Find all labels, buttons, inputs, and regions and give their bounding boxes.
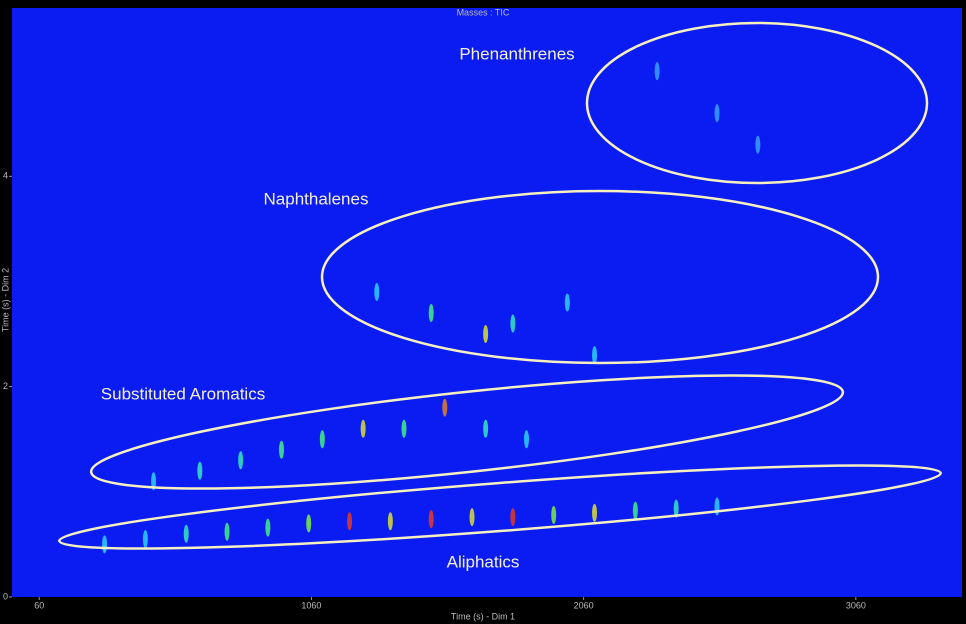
spot — [347, 512, 352, 530]
spot — [755, 136, 760, 154]
page: {"chart_data": {"type": "scatter", "titl… — [0, 0, 966, 624]
chart-title: Masses : TIC — [457, 7, 510, 17]
spot — [551, 506, 556, 524]
spot — [715, 498, 720, 516]
spot — [401, 420, 406, 438]
x-tick-label: 60 — [34, 600, 44, 610]
spot — [388, 512, 393, 530]
region-label: Phenanthrenes — [459, 44, 574, 63]
x-tick-label: 1060 — [301, 600, 321, 610]
spot — [429, 304, 434, 322]
y-tick-label: 0 — [3, 591, 8, 601]
spot — [510, 315, 515, 333]
x-tick-label: 3060 — [846, 600, 866, 610]
spot — [320, 430, 325, 448]
spot — [633, 502, 638, 520]
y-tick-label: 2 — [3, 381, 8, 391]
spot — [524, 430, 529, 448]
spot — [565, 294, 570, 312]
spot — [483, 420, 488, 438]
spot — [279, 441, 284, 459]
region-label: Aliphatics — [447, 552, 520, 571]
spot — [510, 508, 515, 526]
spot — [483, 325, 488, 343]
spot — [102, 535, 107, 553]
spot — [197, 462, 202, 480]
region-label: Naphthalenes — [264, 189, 369, 208]
spot — [225, 523, 230, 541]
spot — [265, 519, 270, 537]
spot — [592, 346, 597, 364]
x-tick-label: 2060 — [574, 600, 594, 610]
spot — [592, 504, 597, 522]
spot — [442, 399, 447, 417]
spot — [715, 104, 720, 122]
spot — [238, 451, 243, 469]
spot — [143, 530, 148, 548]
spot — [429, 510, 434, 528]
region-label: Substituted Aromatics — [101, 384, 265, 403]
x-axis-label: Time (s) - Dim 1 — [451, 611, 515, 621]
spot — [306, 514, 311, 532]
y-tick-label: 4 — [3, 171, 8, 181]
plot-area — [12, 8, 962, 597]
spot — [374, 283, 379, 301]
spot — [184, 525, 189, 543]
spot — [470, 508, 475, 526]
spot — [655, 62, 660, 80]
spot — [361, 420, 366, 438]
y-axis-label: Time (s) - Dim 2 — [0, 268, 10, 332]
chart: Masses : TIC Time (s) - Dim 1 Time (s) -… — [0, 0, 966, 624]
